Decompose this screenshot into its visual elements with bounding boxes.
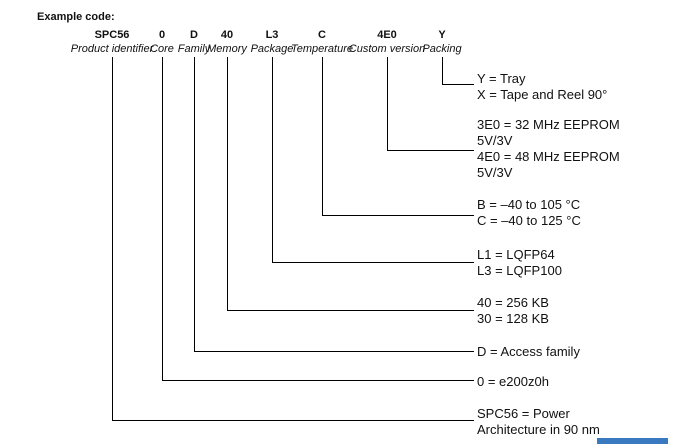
code-column-family: D Family	[178, 29, 210, 56]
code-value: C	[318, 29, 326, 41]
code-column-custom-version: 4E0 Custom version	[349, 29, 425, 56]
legend-line: L3 = LQFP100	[477, 263, 562, 278]
code-column-core: 0 Core	[150, 29, 174, 56]
connector-elbow-packing	[442, 84, 474, 85]
legend-line: D = Access family	[477, 344, 580, 359]
code-column-temperature: C Temperature	[291, 29, 353, 56]
legend-line: C = –40 to 125 °C	[477, 213, 581, 228]
legend-line: 30 = 128 KB	[477, 311, 549, 326]
connector-elbow-temperature	[322, 215, 474, 216]
connector-line-family	[194, 57, 195, 351]
code-field-label: Package	[250, 43, 294, 55]
code-column-packing: Y Packing	[422, 29, 461, 56]
code-column-memory: 40 Memory	[207, 29, 247, 56]
legend-line: X = Tape and Reel 90°	[477, 87, 608, 102]
footer-rule-bar	[597, 438, 668, 444]
connector-line-core	[162, 57, 163, 380]
legend-line: L1 = LQFP64	[477, 247, 555, 262]
code-value: SPC56	[94, 29, 130, 41]
code-column-product-identifier: SPC56 Product identifier	[71, 29, 154, 56]
connector-elbow-core	[162, 380, 474, 381]
code-field-label: Custom version	[348, 43, 426, 55]
legend-line: 0 = e200z0h	[477, 374, 549, 389]
code-field-label: Temperature	[291, 43, 353, 55]
legend-line: B = –40 to 105 °C	[477, 197, 581, 212]
connector-elbow-custom-version	[387, 150, 474, 151]
legend-line: Architecture in 90 nm	[477, 422, 600, 437]
code-field-label: Core	[150, 43, 174, 55]
code-value: D	[190, 29, 198, 41]
code-field-label: Packing	[422, 43, 462, 55]
legend-product-identifier: SPC56 = Power Architecture in 90 nm	[477, 406, 600, 438]
code-column-package: L3 Package	[251, 29, 294, 56]
connector-line-memory	[227, 57, 228, 310]
connector-elbow-product-identifier	[112, 420, 474, 421]
connector-elbow-family	[194, 351, 474, 352]
code-value: 40	[220, 29, 234, 41]
code-field-label: Family	[177, 43, 211, 55]
figure-title: Example code:	[37, 11, 115, 23]
connector-elbow-package	[272, 262, 474, 263]
code-field-label: Product identifier	[70, 43, 154, 55]
code-value: Y	[438, 29, 446, 41]
connector-line-temperature	[322, 57, 323, 215]
code-value: 0	[158, 29, 166, 41]
legend-line: Y = Tray	[477, 71, 526, 86]
legend-packing: Y = Tray X = Tape and Reel 90°	[477, 71, 607, 103]
connector-line-package	[272, 57, 273, 262]
connector-line-custom-version	[387, 57, 388, 150]
legend-line: 4E0 = 48 MHz EEPROM	[477, 149, 620, 164]
legend-package: L1 = LQFP64 L3 = LQFP100	[477, 247, 562, 279]
legend-line: SPC56 = Power	[477, 406, 570, 421]
legend-line: 3E0 = 32 MHz EEPROM	[477, 117, 620, 132]
code-field-label: Memory	[207, 43, 247, 55]
legend-core: 0 = e200z0h	[477, 374, 549, 390]
legend-temperature: B = –40 to 105 °C C = –40 to 125 °C	[477, 197, 581, 229]
legend-line: 5V/3V	[477, 133, 513, 148]
legend-line: 40 = 256 KB	[477, 295, 549, 310]
legend-memory: 40 = 256 KB 30 = 128 KB	[477, 295, 549, 327]
legend-custom-version: 3E0 = 32 MHz EEPROM 5V/3V 4E0 = 48 MHz E…	[477, 117, 620, 181]
code-value: L3	[265, 29, 279, 41]
connector-line-packing	[442, 57, 443, 84]
legend-line: 5V/3V	[477, 165, 513, 180]
connector-line-product-identifier	[112, 57, 113, 420]
connector-elbow-memory	[227, 310, 474, 311]
legend-family: D = Access family	[477, 344, 580, 360]
code-value: 4E0	[377, 29, 397, 41]
